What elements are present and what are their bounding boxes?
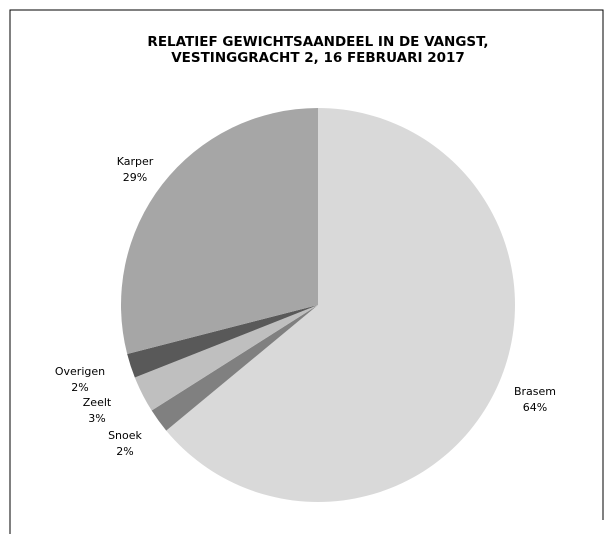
slice-value: 3%: [88, 412, 105, 425]
slice-label: Brasem: [514, 385, 556, 398]
slice-value: 2%: [71, 381, 88, 394]
slice-label: Snoek: [108, 429, 142, 442]
pie-slice: [151, 305, 318, 431]
pie-slice: [120, 108, 318, 354]
pie-slice: [127, 305, 318, 378]
chart-title: VESTINGGRACHT 2, 16 FEBRUARI 2017: [171, 50, 465, 66]
slice-value: 2%: [116, 445, 133, 458]
slice-value: 64%: [523, 401, 547, 414]
slice-label: Zeelt: [83, 396, 112, 409]
slice-value: 29%: [123, 171, 147, 184]
pie-slice: [166, 108, 515, 503]
frame: [9, 9, 604, 534]
pie-slice: [134, 305, 318, 411]
chart-title: RELATIEF GEWICHTSAANDEEL IN DE VANGST,: [147, 34, 488, 50]
slice-label: Overigen: [55, 365, 105, 378]
slice-label: Karper: [117, 155, 154, 168]
